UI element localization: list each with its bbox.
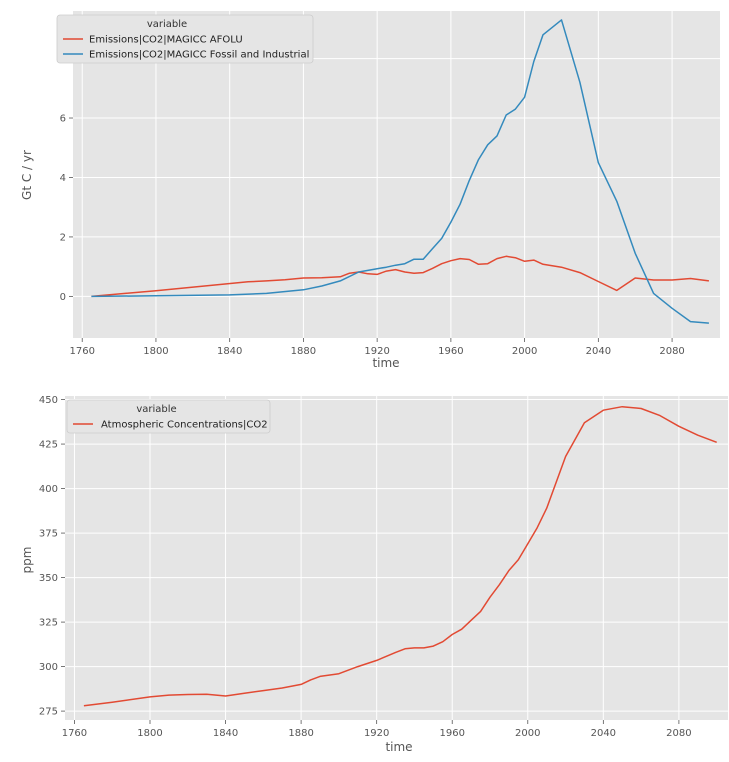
x-tick-label: 1960 <box>439 728 464 739</box>
legend-title: variable <box>136 404 176 415</box>
concentration-chart: 1760 1800 1840 1880 1920 1960 2000 2040 2080 275… <box>20 395 728 754</box>
y-tick-label: 400 <box>39 484 58 495</box>
legend-entry: Emissions|CO2|MAGICC Fossil and Industri… <box>89 50 309 61</box>
legend-box <box>56 14 314 64</box>
y-tick-labels: 275 300 325 350 375 400 425 450 <box>39 395 65 718</box>
gridlines <box>65 396 728 720</box>
gridlines <box>73 11 720 338</box>
plot-background <box>65 396 728 720</box>
x-tick-label: 1840 <box>213 728 238 739</box>
y-tick-label: 325 <box>39 618 58 629</box>
x-tick-label: 2000 <box>515 728 540 739</box>
legend: variable Emissions|CO2|MAGICC AFOLU Emissi… <box>56 14 314 64</box>
y-tick-label: 6 <box>60 114 66 125</box>
y-tick-label: 300 <box>39 662 58 673</box>
x-tick-label: 1840 <box>217 346 242 357</box>
x-tick-label: 2000 <box>512 346 537 357</box>
x-tick-label: 1800 <box>143 346 168 357</box>
series-line <box>91 19 709 324</box>
series-group <box>91 19 709 324</box>
series-group <box>83 405 717 707</box>
legend-box <box>66 399 271 434</box>
plot-background <box>73 11 720 338</box>
x-tick-label: 1760 <box>62 728 87 739</box>
y-tick-label: 425 <box>39 440 58 451</box>
x-tick-label: 1880 <box>291 346 316 357</box>
x-tick-label: 2080 <box>659 346 684 357</box>
emissions-chart: 1760 1800 1840 1880 1920 1960 2000 2040 2080 0 2 4… <box>20 11 720 370</box>
x-tick-label: 1920 <box>364 728 389 739</box>
x-axis-label: time <box>372 356 399 370</box>
x-tick-label: 2040 <box>586 346 611 357</box>
x-tick-label: 1880 <box>288 728 313 739</box>
y-tick-label: 2 <box>60 232 66 243</box>
x-tick-labels: 1760 1800 1840 1880 1920 1960 2000 2040 2080 <box>69 338 685 357</box>
y-tick-label: 350 <box>39 573 58 584</box>
x-tick-label: 2040 <box>591 728 616 739</box>
y-tick-label: 4 <box>60 173 66 184</box>
y-tick-label: 450 <box>39 395 58 406</box>
y-tick-labels: 02468 <box>60 54 73 303</box>
x-tick-label: 1920 <box>364 346 389 357</box>
legend-entry: Atmospheric Concentrations|CO2 <box>101 420 268 431</box>
x-tick-labels: 1760 1800 1840 1880 1920 1960 2000 2040 2080 <box>62 720 692 739</box>
y-tick-label: 375 <box>39 529 58 540</box>
series-line <box>83 405 717 707</box>
y-axis-label: Gt C / yr <box>20 150 34 200</box>
y-tick-label: 0 <box>60 292 66 303</box>
series-line <box>91 255 709 298</box>
legend-title: variable <box>147 19 187 30</box>
x-axis-label: time <box>385 740 412 754</box>
x-tick-label: 1960 <box>438 346 463 357</box>
y-tick-label: 275 <box>39 707 58 718</box>
x-tick-label: 2080 <box>666 728 691 739</box>
x-tick-label: 1800 <box>137 728 162 739</box>
legend: variable Atmospheric Concentrations|CO2 <box>66 399 271 434</box>
y-axis-label: ppm <box>20 547 34 574</box>
x-tick-label: 1760 <box>69 346 94 357</box>
legend-entry: Emissions|CO2|MAGICC AFOLU <box>89 35 243 46</box>
